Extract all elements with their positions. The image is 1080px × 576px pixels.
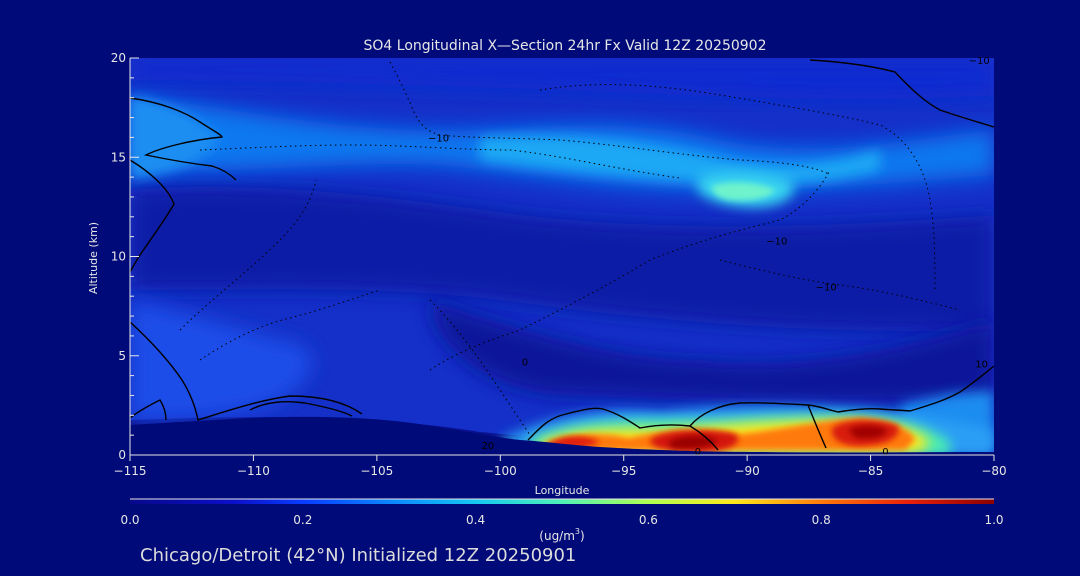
heatmap-field	[130, 58, 994, 455]
colorbar-tick-label: 1.0	[984, 513, 1003, 527]
contour-label: −10	[816, 282, 837, 293]
colorbar-tick-label: 0.4	[466, 513, 485, 527]
x-tick-label: −110	[237, 464, 270, 478]
x-axis-ticks: −115 −110 −105 −100 −95 −90 −85 −80	[114, 455, 1007, 478]
colorbar-ticks: 0.0 0.2 0.4 0.6 0.8 1.0	[120, 513, 1003, 527]
contour-label: 20	[482, 441, 495, 452]
contour-solid-plume-bottom	[689, 404, 827, 451]
field-deep-east	[430, 300, 994, 405]
contour-solid-east	[909, 365, 994, 412]
field-upper-band-inner	[480, 136, 880, 185]
x-tick-label: −105	[360, 464, 393, 478]
field-west-upper	[130, 95, 220, 180]
x-tick-label: −85	[858, 464, 883, 478]
colorbar-tick-label: 0.0	[120, 513, 139, 527]
contour-label: −10	[428, 133, 449, 144]
field-plume-darkred-3	[848, 425, 888, 439]
y-tick-label: 10	[111, 250, 126, 264]
x-tick-label: −95	[611, 464, 636, 478]
field-upper-core-hi	[712, 182, 775, 201]
footer-caption: Chicago/Detroit (42°N) Initialized 12Z 2…	[140, 545, 576, 566]
y-axis-label: Altitude (km)	[87, 222, 100, 294]
solid-contours	[130, 59, 994, 451]
field-plume-darkred-2	[668, 435, 718, 449]
contour-dotted-6	[539, 84, 936, 291]
y-tick-label: 5	[118, 349, 126, 363]
contour-dotted-4	[199, 289, 381, 361]
contour-dotted-8	[429, 299, 531, 436]
contour-label: −10	[969, 56, 990, 67]
x-tick-label: −115	[114, 464, 147, 478]
x-tick-label: −80	[981, 464, 1006, 478]
y-axis-ticks: 0 5 10 15 20	[111, 51, 139, 462]
units-prefix: (ug/m	[539, 529, 575, 543]
field-deep-mid	[130, 186, 994, 331]
units-suffix: )	[580, 529, 585, 543]
contour-labels: −10 −10 −10 0 10 20 0 0 −10	[428, 56, 990, 458]
contour-solid-west-low2	[249, 401, 353, 417]
contour-solid-west-low	[130, 399, 167, 421]
contour-solid-west-inner	[130, 159, 175, 273]
colorbar-units: (ug/m3)	[539, 527, 584, 543]
contour-label: 0	[522, 358, 528, 369]
x-axis-label: Longitude	[535, 484, 590, 497]
x-tick-label: −100	[484, 464, 517, 478]
contour-solid-top-east	[809, 59, 994, 128]
colorbar-tick-label: 0.2	[293, 513, 312, 527]
contour-solid-plume	[527, 402, 911, 441]
units-sup: 3	[575, 527, 580, 536]
contour-label: −10	[766, 237, 787, 248]
x-tick-label: −90	[734, 464, 759, 478]
field-top-dark	[130, 58, 994, 100]
dotted-contours	[179, 61, 961, 436]
colorbar-ramp	[130, 499, 994, 504]
contour-solid-west-upper	[130, 97, 237, 181]
terrain	[130, 416, 994, 455]
colorbar	[130, 498, 994, 504]
contour-label: 10	[975, 360, 988, 371]
colorbar-tick-label: 0.8	[812, 513, 831, 527]
y-tick-label: 20	[111, 51, 126, 65]
contour-solid-west-mid	[130, 321, 363, 421]
field-west-lower	[130, 300, 312, 420]
contour-dotted-5	[429, 169, 831, 371]
colorbar-tick-label: 0.6	[639, 513, 658, 527]
y-tick-label: 0	[118, 448, 126, 462]
y-tick-label: 15	[111, 150, 126, 164]
contour-label: 0	[882, 447, 888, 458]
contour-dotted-1	[389, 61, 831, 176]
chart-title: SO4 Longitudinal X—Section 24hr Fx Valid…	[364, 38, 767, 54]
contour-label: 0	[695, 447, 701, 458]
